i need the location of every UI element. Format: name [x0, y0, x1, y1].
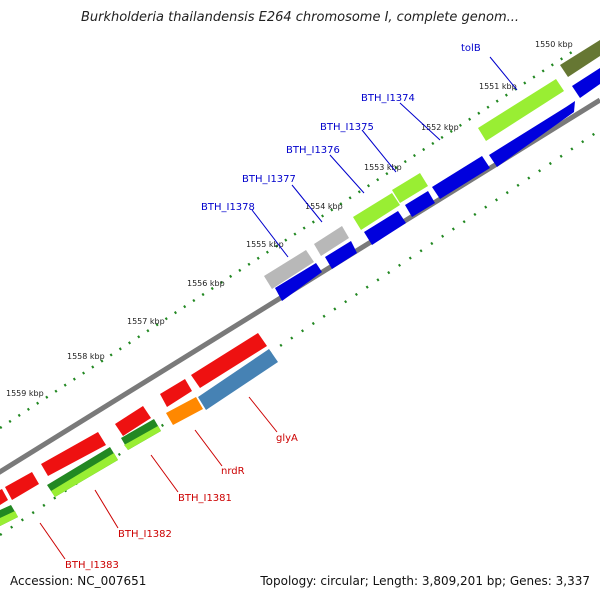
gene-feature[interactable]	[364, 211, 406, 245]
tick-label: 1555 kbp	[246, 240, 284, 249]
gene-label[interactable]: BTH_I1377	[242, 174, 296, 185]
gene-feature[interactable]	[160, 379, 192, 407]
gene-feature[interactable]	[51, 453, 118, 497]
tick-label: 1554 kbp	[305, 202, 343, 211]
gene-label[interactable]: tolB	[461, 43, 481, 54]
gene-feature[interactable]	[325, 241, 357, 269]
gene-feature[interactable]	[124, 426, 161, 450]
tick-label: 1556 kbp	[187, 279, 225, 288]
gene-feature[interactable]	[5, 472, 39, 500]
gene-feature[interactable]	[392, 173, 428, 203]
tick-label: 1550 kbp	[535, 40, 573, 49]
gene-label[interactable]: glyA	[276, 433, 298, 444]
gene-feature[interactable]	[198, 349, 278, 410]
gene-feature[interactable]	[275, 263, 322, 301]
gene-feature[interactable]	[560, 40, 600, 77]
tick-label: 1553 kbp	[364, 163, 402, 172]
gene-feature[interactable]	[572, 68, 600, 98]
tick-label: 1551 kbp	[479, 82, 517, 91]
gene-feature[interactable]	[0, 489, 8, 505]
gene-feature[interactable]	[478, 79, 564, 141]
tick-label: 1557 kbp	[127, 317, 165, 326]
gene-label[interactable]: BTH_I1381	[178, 493, 232, 504]
gene-feature[interactable]	[314, 226, 349, 256]
gene-feature[interactable]	[191, 333, 267, 388]
topology-text: Topology: circular; Length: 3,809,201 bp…	[260, 574, 590, 588]
gene-label[interactable]: BTH_I1374	[361, 93, 415, 104]
gene-feature[interactable]	[405, 191, 435, 217]
tick-label: 1559 kbp	[6, 389, 44, 398]
gene-feature[interactable]	[115, 406, 151, 436]
tick-label: 1558 kbp	[67, 352, 105, 361]
outer-tick-ring	[0, 48, 576, 430]
gene-label[interactable]: BTH_I1376	[286, 145, 340, 156]
gene-feature[interactable]	[0, 511, 18, 526]
gene-feature[interactable]	[41, 432, 106, 476]
lower-leader-lines	[39, 396, 278, 560]
accession-text: Accession: NC_007651	[10, 574, 147, 588]
gene-label[interactable]: BTH_I1382	[118, 529, 172, 540]
gene-feature[interactable]	[264, 250, 314, 289]
gene-feature[interactable]	[432, 156, 490, 199]
outer-strand-genes	[264, 40, 600, 289]
gene-feature[interactable]	[353, 193, 400, 230]
lower-outer-genes	[0, 333, 267, 505]
map-title: Burkholderia thailandensis E264 chromoso…	[80, 10, 520, 25]
gene-label[interactable]: BTH_I1378	[201, 202, 255, 213]
upper-leader-lines	[251, 56, 518, 258]
lower-inner-genes	[0, 349, 278, 526]
inner-strand-genes	[275, 68, 600, 301]
gene-feature[interactable]	[166, 397, 203, 425]
tick-label: 1552 kbp	[421, 123, 459, 132]
gene-label[interactable]: BTH_I1375	[320, 122, 374, 133]
gene-label[interactable]: BTH_I1383	[65, 560, 119, 571]
gene-feature[interactable]	[489, 101, 575, 167]
gene-label[interactable]: nrdR	[221, 466, 245, 477]
